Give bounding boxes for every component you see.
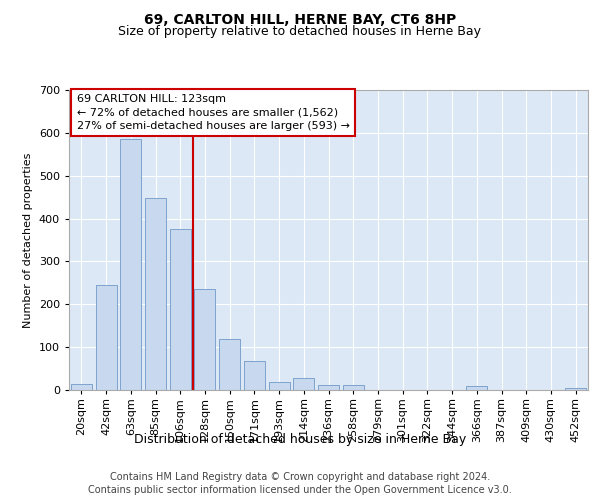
Bar [120, 140, 141, 390]
Bar [95, 285, 116, 390]
Text: 69, CARLTON HILL, HERNE BAY, CT6 8HP: 69, CARLTON HILL, HERNE BAY, CT6 8HP [144, 12, 456, 26]
Text: Distribution of detached houses by size in Herne Bay: Distribution of detached houses by size … [134, 432, 466, 446]
Bar [145, 198, 166, 390]
Bar [318, 385, 339, 390]
Bar [269, 382, 290, 390]
Bar [343, 386, 364, 390]
Bar [219, 338, 240, 390]
Bar [293, 378, 314, 390]
Bar [565, 388, 586, 390]
Y-axis label: Number of detached properties: Number of detached properties [23, 152, 33, 328]
Text: Contains HM Land Registry data © Crown copyright and database right 2024.: Contains HM Land Registry data © Crown c… [110, 472, 490, 482]
Text: Contains public sector information licensed under the Open Government Licence v3: Contains public sector information licen… [88, 485, 512, 495]
Bar [244, 362, 265, 390]
Bar [71, 384, 92, 390]
Text: Size of property relative to detached houses in Herne Bay: Size of property relative to detached ho… [119, 25, 482, 38]
Bar [194, 290, 215, 390]
Text: 69 CARLTON HILL: 123sqm
← 72% of detached houses are smaller (1,562)
27% of semi: 69 CARLTON HILL: 123sqm ← 72% of detache… [77, 94, 350, 131]
Bar [466, 386, 487, 390]
Bar [170, 230, 191, 390]
